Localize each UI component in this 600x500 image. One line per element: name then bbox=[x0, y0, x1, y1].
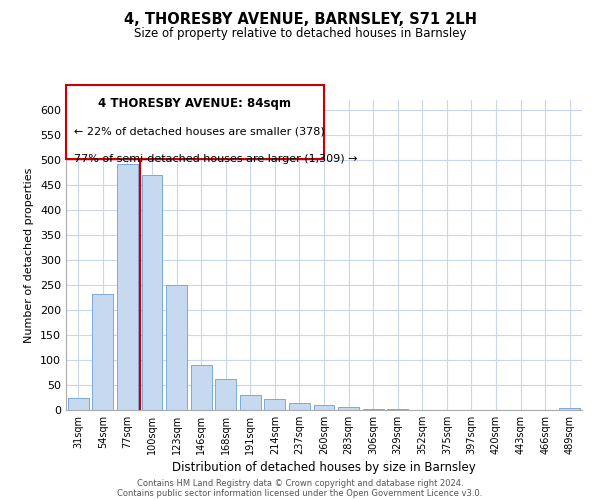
Bar bbox=[68, 398, 89, 410]
Bar bbox=[289, 403, 310, 410]
Text: 4, THORESBY AVENUE, BARNSLEY, S71 2LH: 4, THORESBY AVENUE, BARNSLEY, S71 2LH bbox=[124, 12, 476, 28]
Bar bbox=[166, 285, 187, 410]
Y-axis label: Number of detached properties: Number of detached properties bbox=[25, 168, 34, 342]
Text: Contains HM Land Registry data © Crown copyright and database right 2024.: Contains HM Land Registry data © Crown c… bbox=[137, 478, 463, 488]
Text: ← 22% of detached houses are smaller (378): ← 22% of detached houses are smaller (37… bbox=[74, 126, 325, 136]
Bar bbox=[338, 406, 359, 410]
Bar bbox=[191, 365, 212, 410]
Bar bbox=[142, 175, 163, 410]
Bar bbox=[559, 408, 580, 410]
Bar bbox=[362, 408, 383, 410]
Bar bbox=[387, 409, 408, 410]
Bar bbox=[92, 294, 113, 410]
Bar bbox=[240, 394, 261, 410]
Text: Contains public sector information licensed under the Open Government Licence v3: Contains public sector information licen… bbox=[118, 488, 482, 498]
Bar bbox=[117, 164, 138, 410]
Text: Size of property relative to detached houses in Barnsley: Size of property relative to detached ho… bbox=[134, 28, 466, 40]
Bar bbox=[215, 378, 236, 410]
Bar bbox=[265, 398, 286, 410]
X-axis label: Distribution of detached houses by size in Barnsley: Distribution of detached houses by size … bbox=[172, 461, 476, 474]
Text: 4 THORESBY AVENUE: 84sqm: 4 THORESBY AVENUE: 84sqm bbox=[98, 97, 292, 110]
FancyBboxPatch shape bbox=[66, 84, 324, 159]
Bar bbox=[314, 405, 334, 410]
Text: 77% of semi-detached houses are larger (1,309) →: 77% of semi-detached houses are larger (… bbox=[74, 154, 357, 164]
